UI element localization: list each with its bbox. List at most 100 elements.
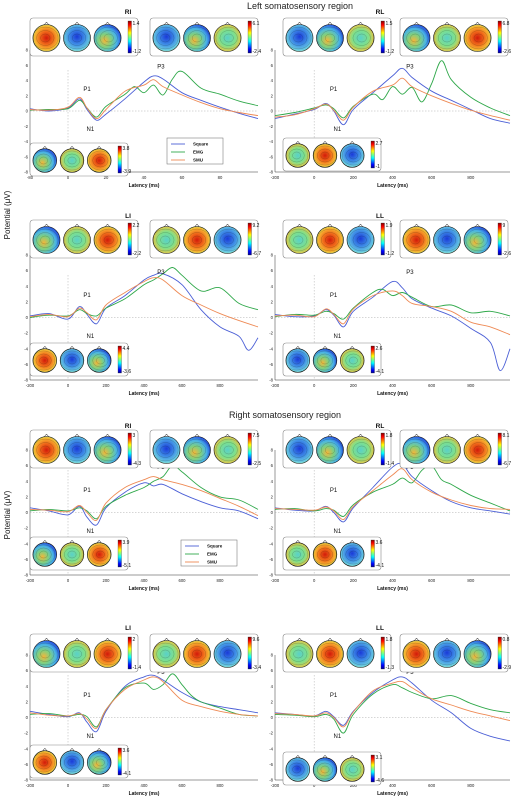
scalp-contour bbox=[32, 350, 56, 371]
series-line-emg bbox=[274, 60, 511, 119]
scalp-contour bbox=[317, 547, 333, 562]
scalp-map bbox=[316, 226, 344, 254]
scalp-map bbox=[285, 24, 314, 52]
scalp-contour bbox=[152, 642, 179, 666]
scalp-contour bbox=[442, 649, 452, 659]
x-tick-label: 60 bbox=[180, 175, 185, 180]
scalp-contour bbox=[67, 156, 77, 165]
scalp-map bbox=[285, 348, 310, 373]
y-tick-label: 8 bbox=[26, 448, 29, 453]
scalp-contour bbox=[92, 353, 109, 368]
x-tick-label: 400 bbox=[389, 383, 397, 388]
scalp-contour bbox=[352, 232, 371, 248]
scalp-map bbox=[87, 148, 112, 173]
scalp-contour bbox=[289, 646, 308, 662]
panel-title: LL bbox=[376, 625, 384, 632]
colorbar-min-label: -5.1 bbox=[123, 563, 132, 569]
scalp-contour bbox=[192, 649, 202, 659]
erp-panel-ri: RI 8 6 4 2 0 -2 -4 -6 -8-200 0 200 400 600 800 Latency … bbox=[24, 423, 261, 592]
scalp-contour bbox=[184, 438, 210, 462]
y-tick-label: -8 bbox=[24, 778, 28, 783]
x-tick-label: 600 bbox=[179, 578, 187, 583]
topomap-group: 7.5 -2.5 bbox=[149, 429, 261, 469]
scalp-nose bbox=[297, 433, 302, 437]
legend-label-emg: EMG bbox=[193, 150, 204, 155]
x-tick-label: 200 bbox=[103, 783, 111, 788]
erp-panel-ll: LL 8 6 4 2 0 -2 -4 -6 -8-200 0 200 400 600 800 Latency … bbox=[269, 625, 511, 797]
y-tick-label: -2 bbox=[269, 331, 273, 336]
scalp-contour bbox=[325, 33, 335, 43]
scalp-contour bbox=[325, 445, 335, 455]
scalp-contour bbox=[223, 33, 234, 43]
scalp-contour bbox=[39, 758, 48, 767]
colorbar-max-label: 2.6 bbox=[376, 346, 383, 352]
scalp-contour bbox=[345, 762, 362, 777]
scalp-nose bbox=[414, 21, 419, 25]
y-tick-label: -8 bbox=[24, 170, 28, 175]
scalp-nose bbox=[297, 637, 302, 641]
x-tick-label: -200 bbox=[26, 383, 35, 388]
scalp-contour bbox=[95, 228, 122, 252]
series-line-square bbox=[274, 462, 511, 523]
scalp-nose bbox=[105, 637, 110, 641]
series-line-emg bbox=[274, 684, 511, 734]
x-tick-label: 400 bbox=[389, 783, 397, 788]
scalp-contour bbox=[285, 350, 308, 371]
y-tick-label: 4 bbox=[271, 684, 274, 689]
scalp-contour bbox=[39, 356, 48, 365]
y-tick-label: 0 bbox=[26, 510, 29, 515]
scalp-map bbox=[32, 436, 61, 464]
scalp-nose bbox=[42, 345, 48, 349]
scalp-contour bbox=[469, 30, 488, 46]
scalp-map bbox=[402, 24, 431, 52]
peak-label-p1: P1 bbox=[330, 87, 338, 93]
topomap-group: 3.6 -4.1 bbox=[282, 536, 384, 571]
scalp-nose bbox=[322, 345, 328, 349]
colorbar-max-label: 1.5 bbox=[386, 21, 393, 27]
y-tick-label: -6 bbox=[269, 154, 273, 159]
scalp-nose bbox=[322, 539, 328, 543]
x-tick-label: 400 bbox=[389, 175, 397, 180]
scalp-contour bbox=[402, 228, 429, 252]
scalp-contour bbox=[95, 642, 122, 666]
topomap-group: 9 -2.6 bbox=[399, 219, 511, 259]
scalp-contour bbox=[438, 232, 456, 248]
x-tick-label: 600 bbox=[428, 578, 436, 583]
colorbar bbox=[247, 20, 252, 54]
x-tick-label: 600 bbox=[428, 783, 436, 788]
colorbar-min-label: -1.2 bbox=[133, 49, 142, 55]
scalp-contour bbox=[438, 30, 456, 46]
colorbar-max-label: 2.7 bbox=[376, 141, 383, 147]
scalp-contour bbox=[72, 33, 82, 43]
scalp-nose bbox=[74, 21, 80, 25]
scalp-contour bbox=[289, 442, 308, 458]
y-tick-label: -8 bbox=[269, 378, 273, 383]
scalp-nose bbox=[44, 223, 49, 227]
scalp-nose bbox=[105, 223, 110, 227]
y-tick-label: 6 bbox=[26, 63, 29, 68]
scalp-contour bbox=[442, 235, 452, 245]
topomap-group: 3 -4.3 bbox=[29, 429, 141, 469]
colorbar-min-label: -1.4 bbox=[133, 665, 142, 671]
scalp-contour bbox=[356, 235, 367, 245]
y-tick-label: 2 bbox=[26, 699, 29, 704]
scalp-map bbox=[152, 436, 181, 464]
y-tick-label: 8 bbox=[26, 48, 29, 53]
series-line-smu bbox=[29, 676, 259, 730]
scalp-contour bbox=[152, 26, 179, 50]
scalp-nose bbox=[42, 747, 48, 751]
scalp-contour bbox=[188, 442, 206, 458]
scalp-contour bbox=[152, 228, 179, 252]
scalp-contour bbox=[356, 33, 367, 43]
scalp-contour bbox=[72, 649, 82, 659]
scalp-contour bbox=[473, 33, 484, 43]
scalp-nose bbox=[164, 637, 169, 641]
scalp-contour bbox=[402, 438, 429, 462]
colorbar bbox=[117, 145, 122, 174]
scalp-contour bbox=[60, 350, 84, 371]
scalp-map bbox=[87, 348, 112, 373]
colorbar-max-label: 2 bbox=[133, 637, 136, 643]
scalp-nose bbox=[475, 637, 480, 641]
colorbar bbox=[497, 20, 502, 54]
scalp-nose bbox=[42, 145, 48, 149]
